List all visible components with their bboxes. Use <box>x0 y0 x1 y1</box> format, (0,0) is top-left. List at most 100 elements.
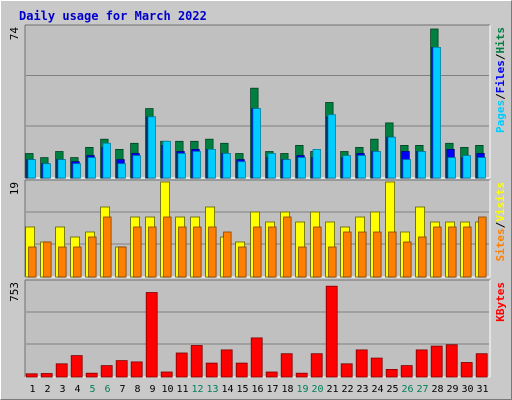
bar-pages-day-4 <box>72 163 81 179</box>
bar-sites-day-14 <box>223 231 232 278</box>
bar-kbytes-day-19 <box>295 372 308 378</box>
x-tick-label-day-5: 5 <box>89 384 95 395</box>
series-axis-label-hits-files-pages: Pages/Files/Hits <box>494 27 507 133</box>
bar-sites-day-1 <box>28 246 37 278</box>
bar-pages-day-19 <box>297 157 306 179</box>
bar-kbytes-day-28 <box>430 345 443 378</box>
bar-pages-day-8 <box>132 155 141 179</box>
bar-pages-day-30 <box>462 155 471 179</box>
series-axis-label-part: KBytes <box>494 282 507 322</box>
bar-kbytes-day-21 <box>325 285 338 378</box>
bar-kbytes-day-7 <box>115 360 128 378</box>
x-tick-label-day-20: 20 <box>311 384 323 395</box>
bar-pages-day-10 <box>162 140 171 179</box>
x-tick-label-day-6: 6 <box>104 384 110 395</box>
bar-pages-day-16 <box>252 108 261 179</box>
bar-pages-day-5 <box>87 157 96 179</box>
bar-kbytes-day-1 <box>25 373 38 378</box>
bar-pages-day-22 <box>342 155 351 179</box>
bar-sites-day-5 <box>88 236 97 278</box>
x-tick-label-day-30: 30 <box>461 384 473 395</box>
bar-sites-day-22 <box>343 231 352 278</box>
bar-sites-day-29 <box>448 226 457 278</box>
x-tick-label-day-16: 16 <box>251 384 263 395</box>
bar-sites-day-21 <box>328 246 337 278</box>
bar-sites-day-17 <box>268 226 277 278</box>
bar-sites-day-16 <box>253 226 262 278</box>
bar-pages-day-9 <box>147 116 156 179</box>
bar-pages-day-29 <box>447 157 456 179</box>
bar-pages-day-21 <box>327 114 336 179</box>
bar-kbytes-day-11 <box>175 352 188 378</box>
bar-kbytes-day-24 <box>370 357 383 378</box>
bar-kbytes-day-8 <box>130 361 143 378</box>
bar-pages-day-14 <box>222 153 231 179</box>
bar-sites-day-26 <box>403 241 412 278</box>
bar-sites-day-10 <box>163 216 172 278</box>
bar-pages-day-13 <box>207 148 216 179</box>
series-axis-label-kbytes: KBytes <box>494 282 507 322</box>
x-tick-label-day-25: 25 <box>386 384 398 395</box>
bar-sites-day-4 <box>73 246 82 278</box>
bar-kbytes-day-3 <box>55 363 68 378</box>
bar-kbytes-day-31 <box>475 353 488 378</box>
bar-sites-day-7 <box>118 246 127 278</box>
bar-pages-day-20 <box>312 148 321 179</box>
x-tick-label-day-29: 29 <box>446 384 458 395</box>
series-axis-label-part: Pages <box>494 100 507 133</box>
bar-sites-day-23 <box>358 231 367 278</box>
bar-pages-day-3 <box>57 159 66 179</box>
x-tick-label-day-2: 2 <box>44 384 50 395</box>
bar-sites-day-27 <box>418 236 427 278</box>
bar-pages-day-6 <box>102 142 111 179</box>
bar-sites-day-13 <box>208 226 217 278</box>
x-tick-label-day-24: 24 <box>371 384 383 395</box>
bar-sites-day-25 <box>388 231 397 278</box>
bar-sites-day-11 <box>178 226 187 278</box>
x-tick-label-day-19: 19 <box>296 384 308 395</box>
bar-sites-day-19 <box>298 246 307 278</box>
bar-kbytes-day-29 <box>445 344 458 378</box>
x-tick-label-day-15: 15 <box>236 384 248 395</box>
bar-sites-day-20 <box>313 226 322 278</box>
bar-kbytes-day-26 <box>400 365 413 378</box>
bar-sites-day-18 <box>283 216 292 278</box>
bar-sites-day-28 <box>433 226 442 278</box>
bar-sites-day-9 <box>148 226 157 278</box>
bar-kbytes-day-23 <box>355 349 368 378</box>
bar-kbytes-day-4 <box>70 355 83 378</box>
bar-sites-day-12 <box>193 226 202 278</box>
bar-sites-day-3 <box>58 246 67 278</box>
x-tick-label-day-1: 1 <box>29 384 35 395</box>
bar-kbytes-day-25 <box>385 368 398 378</box>
bar-pages-day-28 <box>432 47 441 179</box>
x-tick-label-day-8: 8 <box>134 384 140 395</box>
bar-sites-day-15 <box>238 246 247 278</box>
bar-kbytes-day-13 <box>205 362 218 378</box>
x-tick-label-day-23: 23 <box>356 384 368 395</box>
bar-kbytes-day-15 <box>235 362 248 378</box>
x-tick-label-day-21: 21 <box>326 384 338 395</box>
bar-pages-day-7 <box>117 163 126 179</box>
bar-pages-day-17 <box>267 153 276 179</box>
bar-kbytes-day-18 <box>280 353 293 378</box>
bar-kbytes-day-17 <box>265 371 278 378</box>
bar-sites-day-6 <box>103 216 112 278</box>
x-tick-label-day-26: 26 <box>401 384 413 395</box>
series-axis-label-part: Files <box>494 60 507 93</box>
series-axis-label-part: / <box>494 53 507 60</box>
bar-kbytes-day-12 <box>190 345 203 378</box>
bar-pages-day-25 <box>387 136 396 179</box>
max-value-label-kbytes: 753 <box>8 282 21 302</box>
x-tick-label-day-11: 11 <box>176 384 188 395</box>
max-value-label-hits-files-pages: 74 <box>8 27 21 41</box>
x-tick-label-day-7: 7 <box>119 384 125 395</box>
x-tick-label-day-13: 13 <box>206 384 218 395</box>
bar-kbytes-day-6 <box>100 365 113 378</box>
series-axis-label-part: Sites <box>494 228 507 261</box>
bar-pages-day-31 <box>477 157 486 179</box>
x-tick-label-day-28: 28 <box>431 384 443 395</box>
x-tick-label-day-12: 12 <box>191 384 203 395</box>
bar-sites-day-24 <box>373 231 382 278</box>
